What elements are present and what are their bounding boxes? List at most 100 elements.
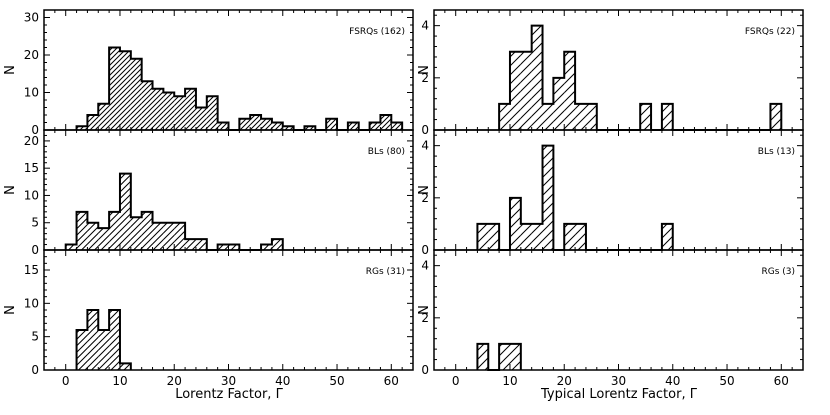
- y-tick-label: 20: [24, 134, 39, 148]
- left-x-axis-title: Lorentz Factor, Γ: [175, 387, 283, 402]
- histogram-bar: [152, 88, 164, 130]
- histogram-bar: [380, 115, 392, 130]
- x-tick-label: 30: [221, 374, 236, 388]
- histogram-bar: [661, 103, 673, 130]
- histogram-bar: [477, 343, 489, 370]
- histogram-bar: [304, 126, 316, 130]
- histogram-panel: 0 5 10 15 20 N BLs (80): [3, 129, 414, 257]
- histogram-bar: [239, 118, 251, 130]
- histogram-bar: [130, 217, 142, 250]
- histogram-panel: 0 10 20 30 N FSRQs (162): [3, 9, 414, 137]
- y-tick-label: 0: [31, 243, 39, 257]
- histogram-bar: [163, 222, 175, 250]
- histogram-panel: 0 10 20 30 40 50 60 0 5 10 15 N RGs (31): [3, 249, 414, 388]
- y-axis-title: N: [3, 65, 18, 75]
- histogram-bar: [65, 244, 77, 250]
- histogram-bar: [141, 81, 153, 130]
- histogram-bar: [575, 103, 586, 130]
- histogram-bar: [531, 223, 543, 250]
- histogram-bar: [119, 363, 131, 370]
- panel-label: RGs (31): [366, 267, 405, 277]
- y-axis-title: N: [417, 65, 432, 75]
- y-tick-label: 2: [421, 311, 429, 325]
- histogram-bar: [531, 25, 543, 130]
- histogram-bar: [585, 103, 597, 130]
- y-tick-label: 4: [421, 19, 429, 33]
- panel-label: FSRQs (162): [349, 27, 405, 37]
- histogram-bar: [185, 239, 196, 250]
- histogram-bar: [261, 244, 272, 250]
- y-axis-title: N: [417, 305, 432, 315]
- y-tick-label: 4: [421, 139, 429, 153]
- histogram-bar: [477, 223, 489, 250]
- histogram-bar: [76, 126, 88, 130]
- x-tick-label: 20: [557, 374, 572, 388]
- histogram-bar: [282, 126, 294, 130]
- histogram-bar: [119, 51, 131, 130]
- axes-frame: [433, 249, 804, 371]
- x-tick-label: 0: [62, 374, 70, 388]
- y-axis-title: N: [417, 185, 432, 195]
- histogram-bar: [217, 244, 229, 250]
- histogram-bar: [640, 103, 652, 130]
- x-tick-label: 50: [719, 374, 734, 388]
- histogram-panel: 0 2 4 N FSRQs (22): [417, 9, 804, 137]
- histogram-bar: [130, 58, 142, 130]
- histogram-bar: [174, 222, 186, 250]
- histogram-bar: [217, 122, 229, 130]
- x-tick-label: 40: [665, 374, 680, 388]
- y-tick-label: 10: [24, 188, 39, 202]
- histogram-bar: [163, 92, 175, 130]
- x-tick-label: 50: [329, 374, 344, 388]
- histogram-bar: [509, 197, 521, 250]
- x-tick-label: 30: [611, 374, 626, 388]
- histogram-bar: [109, 310, 120, 370]
- x-tick-label: 0: [452, 374, 460, 388]
- x-tick-label: 20: [167, 374, 182, 388]
- histogram-bar: [141, 211, 153, 250]
- histogram-bar: [185, 88, 196, 130]
- histogram-bar: [87, 222, 99, 250]
- histogram-bar: [206, 96, 218, 130]
- panel-label: FSRQs (22): [745, 27, 795, 37]
- x-tick-label: 10: [502, 374, 517, 388]
- histogram-bar: [250, 115, 262, 130]
- panel-label: BLs (80): [368, 147, 405, 157]
- y-tick-label: 20: [24, 48, 39, 62]
- histogram-bar: [152, 222, 164, 250]
- x-tick-label: 60: [384, 374, 399, 388]
- histogram-bar: [326, 118, 338, 130]
- histogram-bar: [509, 343, 521, 370]
- histogram-bar: [520, 223, 532, 250]
- histogram-bar: [228, 244, 240, 250]
- histogram-bar: [119, 173, 131, 250]
- histogram-outline: [75, 46, 404, 131]
- histogram-bar: [271, 239, 283, 250]
- x-tick-label: 60: [774, 374, 789, 388]
- y-tick-label: 10: [24, 296, 39, 310]
- y-axis-title: N: [3, 305, 18, 315]
- histogram-bar: [553, 77, 565, 130]
- panel-label: RGs (3): [761, 267, 795, 277]
- histogram-bar: [520, 51, 532, 130]
- histogram-bar: [271, 122, 283, 130]
- histogram-bar: [87, 310, 99, 370]
- histogram-outline: [75, 309, 132, 370]
- histogram-bar: [488, 223, 500, 250]
- y-tick-label: 4: [421, 259, 429, 273]
- x-tick-label: 10: [112, 374, 127, 388]
- y-tick-label: 5: [31, 330, 39, 344]
- y-axis-title: N: [3, 185, 18, 195]
- histogram-bar: [261, 118, 272, 130]
- histogram-bar: [174, 96, 186, 130]
- y-tick-label: 0: [31, 363, 39, 377]
- histogram-bar: [347, 122, 359, 130]
- y-tick-label: 0: [421, 123, 429, 137]
- y-tick-label: 0: [421, 243, 429, 257]
- histogram-bar: [98, 103, 110, 130]
- y-tick-label: 15: [24, 263, 39, 277]
- histogram-bar: [391, 122, 403, 130]
- panel-label: BLs (13): [758, 147, 795, 157]
- histogram-bar: [564, 223, 576, 250]
